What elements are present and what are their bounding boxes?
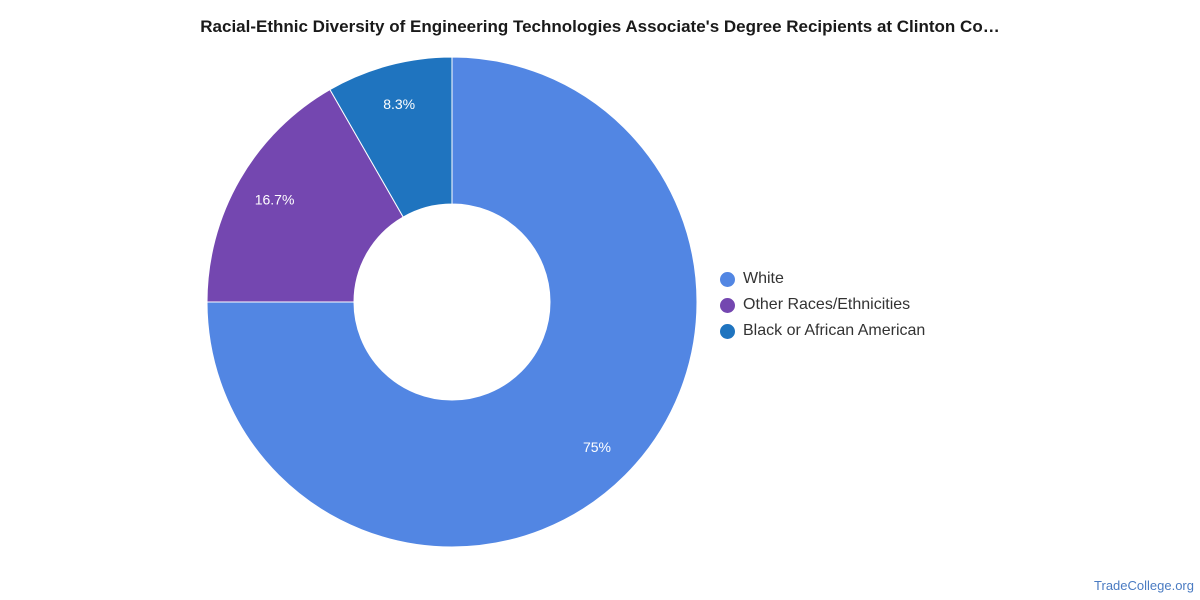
legend-swatch-white <box>720 271 735 287</box>
legend: White Other Races/Ethnicities Black or A… <box>720 266 925 344</box>
legend-swatch-black-african-american <box>720 323 735 339</box>
legend-item-black-african-american[interactable]: Black or African American <box>720 318 925 344</box>
legend-swatch-other-races <box>720 297 735 313</box>
slice-black-or-african-american[interactable] <box>329 56 453 218</box>
source-credit[interactable]: TradeCollege.org <box>1094 578 1194 593</box>
slice-label-white: 75% <box>583 439 611 455</box>
slices-group <box>206 56 698 548</box>
slice-white[interactable] <box>206 56 698 548</box>
slice-label-black-or-african-american: 8.3% <box>383 96 415 112</box>
slice-labels-group: 75% 16.7% 8.3% <box>255 96 611 455</box>
legend-label-white: White <box>743 270 784 287</box>
legend-label-other-races: Other Races/Ethnicities <box>743 296 911 313</box>
slice-other-races-ethnicities[interactable] <box>206 88 404 303</box>
chart-title: Racial-Ethnic Diversity of Engineering T… <box>200 17 1000 36</box>
legend-item-other-races[interactable]: Other Races/Ethnicities <box>720 292 925 318</box>
legend-item-white[interactable]: White <box>720 266 925 292</box>
slice-label-other-races-ethnicities: 16.7% <box>255 191 295 207</box>
legend-label-black-african-american: Black or African American <box>743 322 926 339</box>
